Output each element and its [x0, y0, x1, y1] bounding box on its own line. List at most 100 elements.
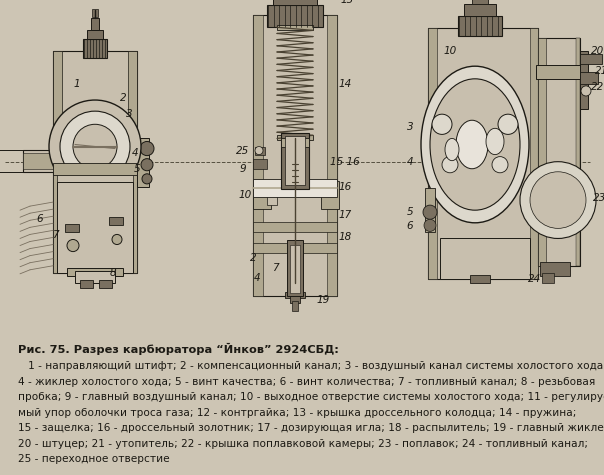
- Bar: [428, 28, 538, 279]
- Circle shape: [67, 239, 79, 252]
- Circle shape: [142, 174, 152, 184]
- Bar: [530, 28, 538, 279]
- Bar: [576, 38, 580, 266]
- Text: 2: 2: [249, 253, 256, 263]
- Text: Рис. 75. Разрез карбюратора “Йнков” 2924СБД:: Рис. 75. Разрез карбюратора “Йнков” 2924…: [18, 343, 339, 355]
- Text: 5: 5: [133, 164, 140, 174]
- Bar: [290, 245, 300, 293]
- Bar: [23, 152, 55, 169]
- Ellipse shape: [456, 120, 488, 169]
- Ellipse shape: [430, 79, 520, 210]
- Circle shape: [141, 159, 153, 171]
- Text: 20: 20: [591, 46, 604, 56]
- Text: 19: 19: [316, 295, 330, 305]
- Bar: [540, 262, 570, 276]
- Bar: [65, 224, 79, 232]
- Bar: [472, 0, 488, 4]
- Text: пробка; 9 - главный воздушный канал; 10 - выходное отверстие системы холостого х: пробка; 9 - главный воздушный канал; 10 …: [18, 392, 604, 402]
- Bar: [458, 16, 502, 37]
- Bar: [267, 5, 323, 27]
- Text: 24: 24: [528, 274, 542, 284]
- Bar: [321, 181, 339, 209]
- Bar: [75, 271, 115, 283]
- Text: 4 - жиклер холостого хода; 5 - винт качества; 6 - винт количества; 7 - топливный: 4 - жиклер холостого хода; 5 - винт каче…: [18, 377, 596, 387]
- Bar: [92, 9, 98, 17]
- Text: 2: 2: [120, 93, 126, 103]
- Circle shape: [520, 162, 596, 238]
- Bar: [83, 39, 107, 57]
- Bar: [542, 273, 554, 283]
- Text: 6: 6: [37, 214, 43, 224]
- Bar: [255, 146, 265, 154]
- Ellipse shape: [445, 138, 459, 161]
- Bar: [23, 150, 55, 172]
- Text: 7: 7: [272, 263, 278, 273]
- Text: 25: 25: [236, 145, 249, 155]
- Circle shape: [530, 172, 586, 228]
- Bar: [253, 222, 337, 232]
- Circle shape: [498, 114, 518, 134]
- Ellipse shape: [421, 66, 529, 223]
- Bar: [253, 15, 337, 296]
- Bar: [428, 28, 437, 279]
- Bar: [470, 275, 490, 283]
- Text: 21: 21: [596, 66, 604, 76]
- Bar: [425, 188, 435, 232]
- Bar: [109, 217, 123, 225]
- Bar: [538, 38, 580, 266]
- Bar: [92, 48, 98, 283]
- Bar: [285, 292, 305, 298]
- Circle shape: [432, 114, 452, 134]
- Bar: [57, 182, 133, 273]
- Bar: [281, 133, 309, 189]
- Circle shape: [442, 157, 458, 173]
- Text: 3: 3: [406, 123, 413, 133]
- Circle shape: [424, 219, 436, 231]
- Text: 4: 4: [406, 157, 413, 167]
- Text: 16: 16: [338, 182, 352, 192]
- Text: 4: 4: [132, 148, 138, 158]
- Bar: [327, 15, 337, 296]
- Circle shape: [112, 235, 122, 245]
- Bar: [277, 135, 313, 141]
- Text: 18: 18: [338, 232, 352, 242]
- Bar: [253, 179, 337, 197]
- Bar: [277, 25, 313, 30]
- Bar: [57, 173, 133, 183]
- Bar: [91, 18, 99, 30]
- Text: 20 - штуцер; 21 - утопитель; 22 - крышка поплавковой камеры; 23 - поплавок; 24 -: 20 - штуцер; 21 - утопитель; 22 - крышка…: [18, 438, 588, 448]
- Bar: [290, 295, 300, 303]
- Bar: [273, 0, 317, 5]
- Text: 22: 22: [591, 82, 604, 92]
- Bar: [538, 38, 546, 266]
- Bar: [536, 65, 582, 79]
- Bar: [281, 138, 309, 146]
- Bar: [137, 138, 149, 187]
- Circle shape: [49, 100, 141, 193]
- Circle shape: [73, 124, 117, 169]
- Text: 25 - переходное отверстие: 25 - переходное отверстие: [18, 454, 170, 464]
- Bar: [464, 4, 496, 16]
- Text: 17: 17: [338, 210, 352, 220]
- Text: 15 16: 15 16: [330, 157, 360, 167]
- Ellipse shape: [486, 128, 504, 154]
- Bar: [580, 54, 602, 64]
- Text: 6: 6: [406, 221, 413, 231]
- Bar: [253, 159, 267, 169]
- Circle shape: [140, 142, 154, 156]
- Text: 10: 10: [239, 190, 252, 200]
- Text: мый упор оболочки троса газа; 12 - контргайка; 13 - крышка дроссельного колодца;: мый упор оболочки троса газа; 12 - контр…: [18, 408, 576, 418]
- Bar: [580, 72, 598, 84]
- Text: 4: 4: [254, 273, 260, 283]
- Bar: [80, 280, 93, 288]
- Text: 8: 8: [110, 268, 117, 278]
- Bar: [53, 50, 137, 273]
- Text: 9: 9: [240, 164, 246, 174]
- Bar: [128, 50, 137, 273]
- Text: 15 - защелка; 16 - дроссельный золотник; 17 - дозирующая игла; 18 - распылитель;: 15 - защелка; 16 - дроссельный золотник;…: [18, 423, 604, 433]
- Bar: [253, 15, 263, 296]
- Text: 3: 3: [126, 109, 132, 119]
- Circle shape: [492, 157, 508, 173]
- Text: 5: 5: [406, 207, 413, 217]
- Text: 10: 10: [443, 46, 457, 56]
